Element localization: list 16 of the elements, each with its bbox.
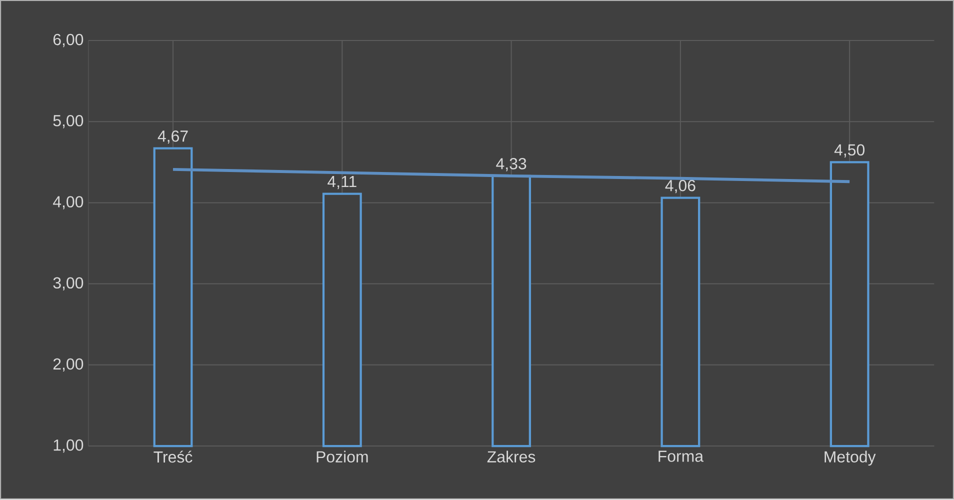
data-label: 4,50 (834, 144, 865, 158)
x-tick-label: Treść (154, 450, 192, 463)
y-tick-label: 1,00 (54, 440, 84, 453)
y-tick-label: 5,00 (53, 115, 84, 128)
data-label: 4,11 (328, 176, 356, 190)
x-tick-label: Forma (658, 450, 704, 462)
data-label: 4,06 (665, 180, 696, 194)
data-label: 4,67 (158, 130, 188, 144)
x-tick-label: Poziom (316, 450, 368, 463)
x-tick-label: Metody (824, 450, 876, 466)
y-tick-label: 6,00 (53, 34, 84, 48)
y-tick-label: 2,00 (53, 358, 84, 372)
y-tick-label: 3,00 (53, 277, 84, 291)
y-tick-label: 4,00 (53, 196, 84, 210)
data-label: 4,33 (496, 158, 526, 172)
x-tick-label: Zakres (487, 450, 536, 463)
